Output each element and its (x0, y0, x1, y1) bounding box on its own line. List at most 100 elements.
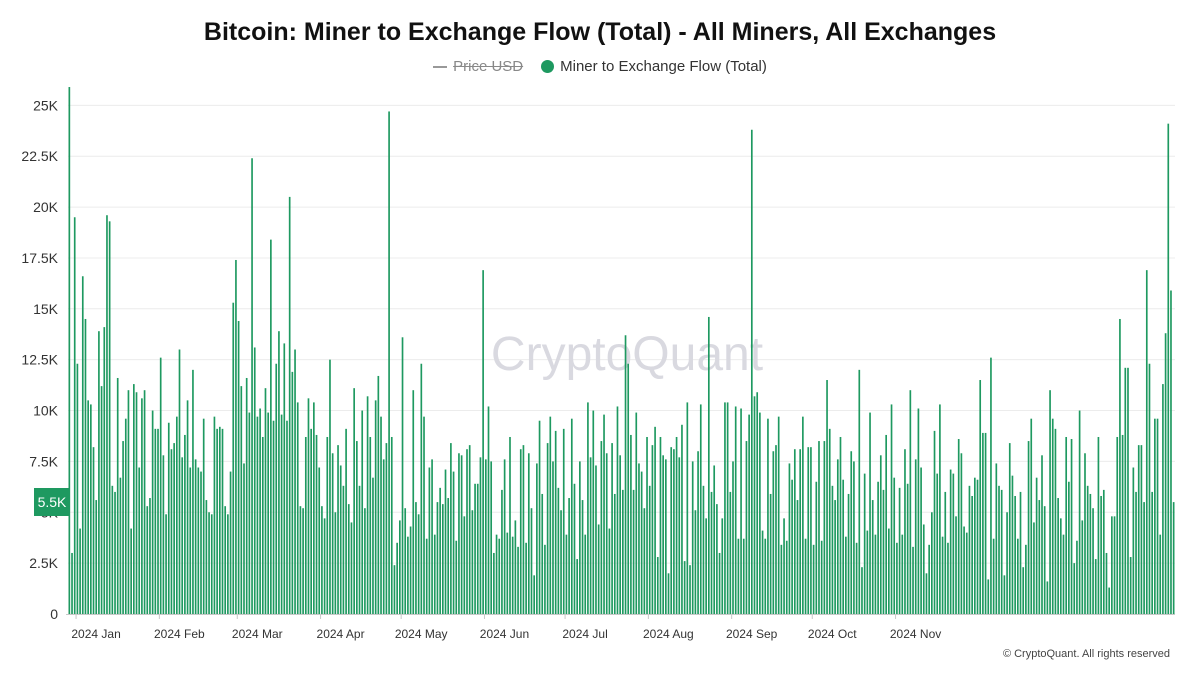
data-bar[interactable] (595, 465, 597, 614)
data-bar[interactable] (221, 428, 224, 614)
data-bar[interactable] (474, 483, 476, 614)
data-bar[interactable] (630, 434, 632, 614)
data-bar[interactable] (299, 506, 302, 614)
data-bar[interactable] (965, 532, 968, 614)
data-bar[interactable] (92, 447, 95, 614)
data-bar[interactable] (1094, 559, 1097, 614)
data-bar[interactable] (707, 316, 710, 614)
data-bar[interactable] (509, 436, 511, 614)
data-bar[interactable] (235, 259, 237, 614)
data-bar[interactable] (1081, 520, 1084, 614)
data-bar[interactable] (202, 418, 205, 614)
data-bar[interactable] (724, 402, 726, 614)
data-bar[interactable] (713, 465, 716, 614)
data-bar[interactable] (519, 449, 522, 614)
data-bar[interactable] (275, 363, 278, 614)
data-bar[interactable] (194, 459, 197, 614)
data-bar[interactable] (1127, 367, 1129, 614)
data-bar[interactable] (557, 487, 560, 614)
data-bar[interactable] (1156, 418, 1159, 614)
data-bar[interactable] (162, 455, 165, 614)
data-bar[interactable] (1092, 508, 1094, 614)
data-bar[interactable] (1108, 587, 1111, 614)
data-bar[interactable] (573, 483, 576, 614)
data-bar[interactable] (971, 495, 973, 614)
data-bar[interactable] (372, 477, 374, 614)
data-bar[interactable] (119, 477, 122, 614)
data-bar[interactable] (1059, 518, 1062, 614)
data-bar[interactable] (1062, 534, 1065, 614)
data-bar[interactable] (855, 542, 858, 614)
data-bar[interactable] (842, 479, 845, 614)
data-bar[interactable] (960, 453, 963, 614)
data-bar[interactable] (909, 390, 912, 614)
data-bar[interactable] (565, 534, 568, 614)
data-bar[interactable] (716, 504, 718, 614)
data-bar[interactable] (501, 489, 503, 614)
data-bar[interactable] (699, 404, 702, 614)
data-bar[interactable] (562, 428, 565, 614)
data-bar[interactable] (544, 544, 546, 614)
data-bar[interactable] (197, 467, 200, 614)
data-bar[interactable] (1035, 477, 1038, 614)
data-bar[interactable] (920, 467, 922, 614)
data-bar[interactable] (914, 459, 917, 614)
data-bar[interactable] (186, 400, 189, 614)
data-bar[interactable] (777, 416, 780, 614)
data-bar[interactable] (632, 489, 635, 614)
data-bar[interactable] (522, 445, 525, 614)
data-bar[interactable] (369, 436, 372, 614)
data-bar[interactable] (853, 461, 855, 614)
data-bar[interactable] (192, 369, 194, 614)
data-bar[interactable] (939, 404, 941, 614)
data-bar[interactable] (605, 453, 608, 614)
data-bar[interactable] (388, 111, 390, 614)
data-bar[interactable] (665, 459, 667, 614)
data-bar[interactable] (495, 534, 498, 614)
data-bar[interactable] (893, 477, 896, 614)
data-bar[interactable] (627, 363, 630, 614)
data-bar[interactable] (345, 428, 347, 614)
data-bar[interactable] (622, 489, 624, 614)
data-bar[interactable] (450, 443, 452, 614)
data-bar[interactable] (826, 380, 828, 614)
data-bar[interactable] (877, 481, 879, 614)
data-bar[interactable] (361, 410, 364, 614)
data-bar[interactable] (1086, 485, 1089, 614)
data-bar[interactable] (769, 493, 772, 614)
data-bar[interactable] (339, 465, 342, 614)
data-bar[interactable] (987, 579, 990, 614)
data-bar[interactable] (404, 508, 407, 614)
data-bar[interactable] (1068, 481, 1070, 614)
data-bar[interactable] (243, 463, 245, 614)
data-bar[interactable] (871, 500, 874, 614)
data-bar[interactable] (364, 508, 366, 614)
data-bar[interactable] (514, 520, 517, 614)
data-bar[interactable] (498, 538, 501, 614)
data-bar[interactable] (984, 432, 987, 614)
data-bar[interactable] (818, 441, 820, 614)
data-bar[interactable] (689, 565, 691, 614)
data-bar[interactable] (1046, 581, 1049, 614)
data-bar[interactable] (847, 493, 850, 614)
data-bar[interactable] (407, 536, 409, 614)
data-bar[interactable] (1154, 418, 1156, 614)
data-bar[interactable] (87, 400, 89, 614)
data-bar[interactable] (423, 416, 425, 614)
data-bar[interactable] (804, 538, 807, 614)
data-bar[interactable] (968, 485, 971, 614)
data-bar[interactable] (237, 321, 240, 614)
data-bar[interactable] (767, 418, 769, 614)
data-bar[interactable] (428, 467, 431, 614)
data-bar[interactable] (151, 410, 154, 614)
data-bar[interactable] (100, 386, 103, 614)
data-bar[interactable] (149, 498, 151, 614)
data-bar[interactable] (79, 528, 81, 614)
data-bar[interactable] (296, 402, 299, 614)
data-bar[interactable] (525, 542, 527, 614)
data-bar[interactable] (208, 512, 210, 614)
data-bar[interactable] (648, 485, 651, 614)
data-bar[interactable] (444, 469, 447, 614)
data-bar[interactable] (347, 504, 350, 614)
data-bar[interactable] (912, 546, 914, 614)
